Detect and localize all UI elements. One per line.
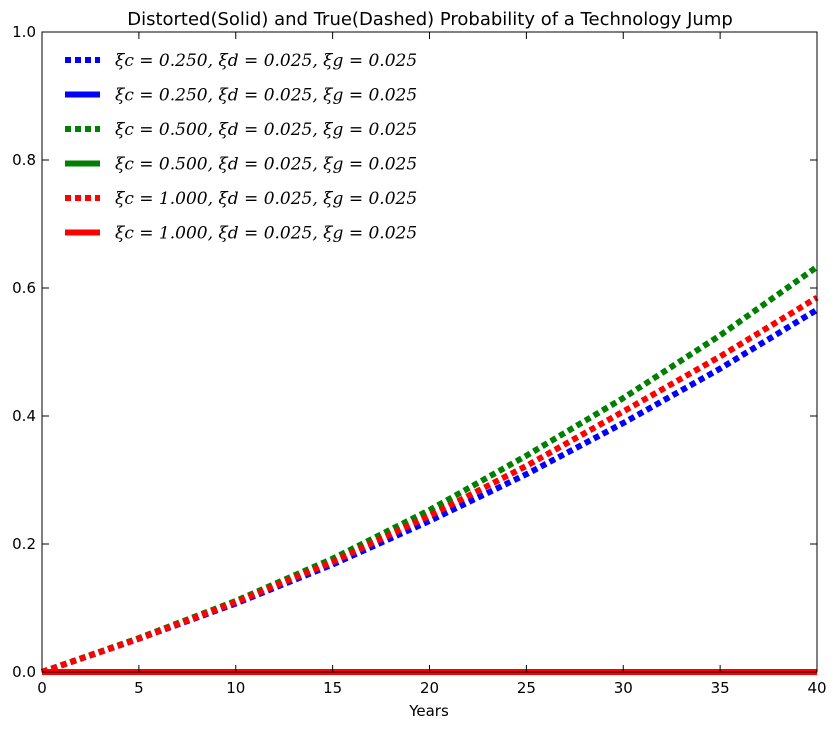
legend-label-3: ξc = 0.500, ξd = 0.025, ξg = 0.025 (115, 120, 417, 140)
y-tick-label-0.0: 0.0 (12, 663, 36, 681)
x-tick-label-20: 20 (420, 679, 439, 697)
y-tick-label-1.0: 1.0 (12, 23, 36, 41)
legend-label-2: ξc = 0.250, ξd = 0.025, ξg = 0.025 (115, 86, 417, 106)
legend: ξc = 0.250, ξd = 0.025, ξg = 0.025 ξc = 0… (65, 51, 417, 244)
y-tick-label-0.4: 0.4 (12, 407, 36, 425)
series-line-5-dashed (41, 295, 819, 675)
series-line-3-dashed (41, 264, 819, 675)
legend-label-5: ξc = 1.000, ξd = 0.025, ξg = 0.025 (115, 189, 417, 209)
x-tick-label-10: 10 (226, 679, 245, 697)
y-tick-label-0.8: 0.8 (12, 151, 36, 169)
x-tick-label-15: 15 (323, 679, 342, 697)
legend-label-4: ξc = 0.500, ξd = 0.025, ξg = 0.025 (115, 155, 417, 175)
series-layer (41, 264, 819, 675)
ticks-layer: 0 5 10 15 20 25 30 35 40 0.0 0.2 0.4 0.6 0.8 1.0 (12, 23, 826, 697)
x-tick-label-5: 5 (134, 679, 144, 697)
x-tick-label-35: 35 (711, 679, 730, 697)
legend-label-1: ξc = 0.250, ξd = 0.025, ξg = 0.025 (115, 51, 417, 71)
chart-title: Distorted(Solid) and True(Dashed) Probab… (127, 9, 733, 30)
y-tick-label-0.2: 0.2 (12, 535, 36, 553)
y-tick-label-0.6: 0.6 (12, 279, 36, 297)
x-axis-label: Years (408, 702, 449, 720)
x-tick-label-25: 25 (517, 679, 536, 697)
legend-label-6: ξc = 1.000, ξd = 0.025, ξg = 0.025 (115, 224, 417, 244)
series-line-1-dashed (41, 307, 819, 675)
x-tick-label-30: 30 (614, 679, 633, 697)
x-tick-label-40: 40 (807, 679, 826, 697)
x-tick-label-0: 0 (37, 679, 47, 697)
